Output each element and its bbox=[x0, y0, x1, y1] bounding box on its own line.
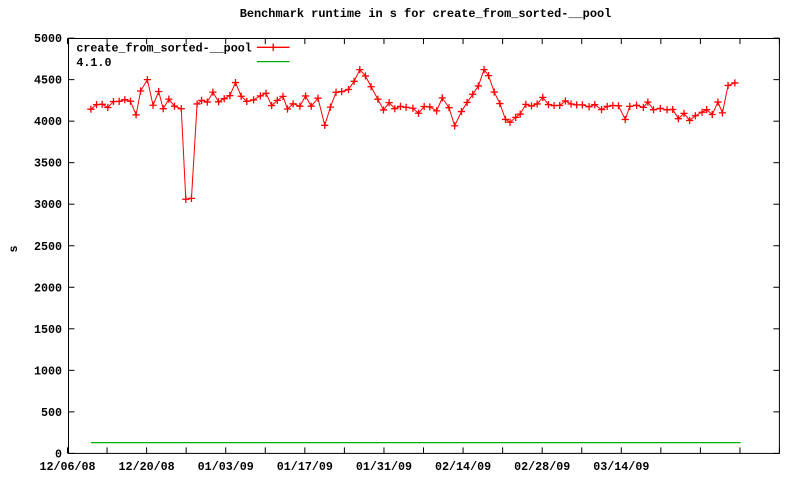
svg-text:01/03/09: 01/03/09 bbox=[198, 460, 254, 474]
svg-text:03/14/09: 03/14/09 bbox=[593, 460, 649, 474]
svg-text:4000: 4000 bbox=[34, 115, 62, 129]
svg-text:3500: 3500 bbox=[34, 157, 62, 171]
svg-text:create_from_sorted-__pool: create_from_sorted-__pool bbox=[76, 42, 251, 56]
svg-text:12/20/08: 12/20/08 bbox=[119, 460, 175, 474]
svg-text:s: s bbox=[7, 245, 21, 252]
svg-text:02/28/09: 02/28/09 bbox=[514, 460, 570, 474]
svg-text:5000: 5000 bbox=[34, 32, 62, 46]
svg-text:1000: 1000 bbox=[34, 364, 62, 378]
svg-text:500: 500 bbox=[41, 406, 62, 420]
svg-text:2500: 2500 bbox=[34, 240, 62, 254]
svg-text:01/17/09: 01/17/09 bbox=[277, 460, 333, 474]
svg-text:12/06/08: 12/06/08 bbox=[39, 460, 95, 474]
svg-text:02/14/09: 02/14/09 bbox=[435, 460, 491, 474]
svg-text:4500: 4500 bbox=[34, 74, 62, 88]
svg-text:1500: 1500 bbox=[34, 323, 62, 337]
svg-text:3000: 3000 bbox=[34, 198, 62, 212]
svg-text:2000: 2000 bbox=[34, 281, 62, 295]
svg-text:4.1.0: 4.1.0 bbox=[76, 56, 111, 70]
svg-text:01/31/09: 01/31/09 bbox=[356, 460, 412, 474]
